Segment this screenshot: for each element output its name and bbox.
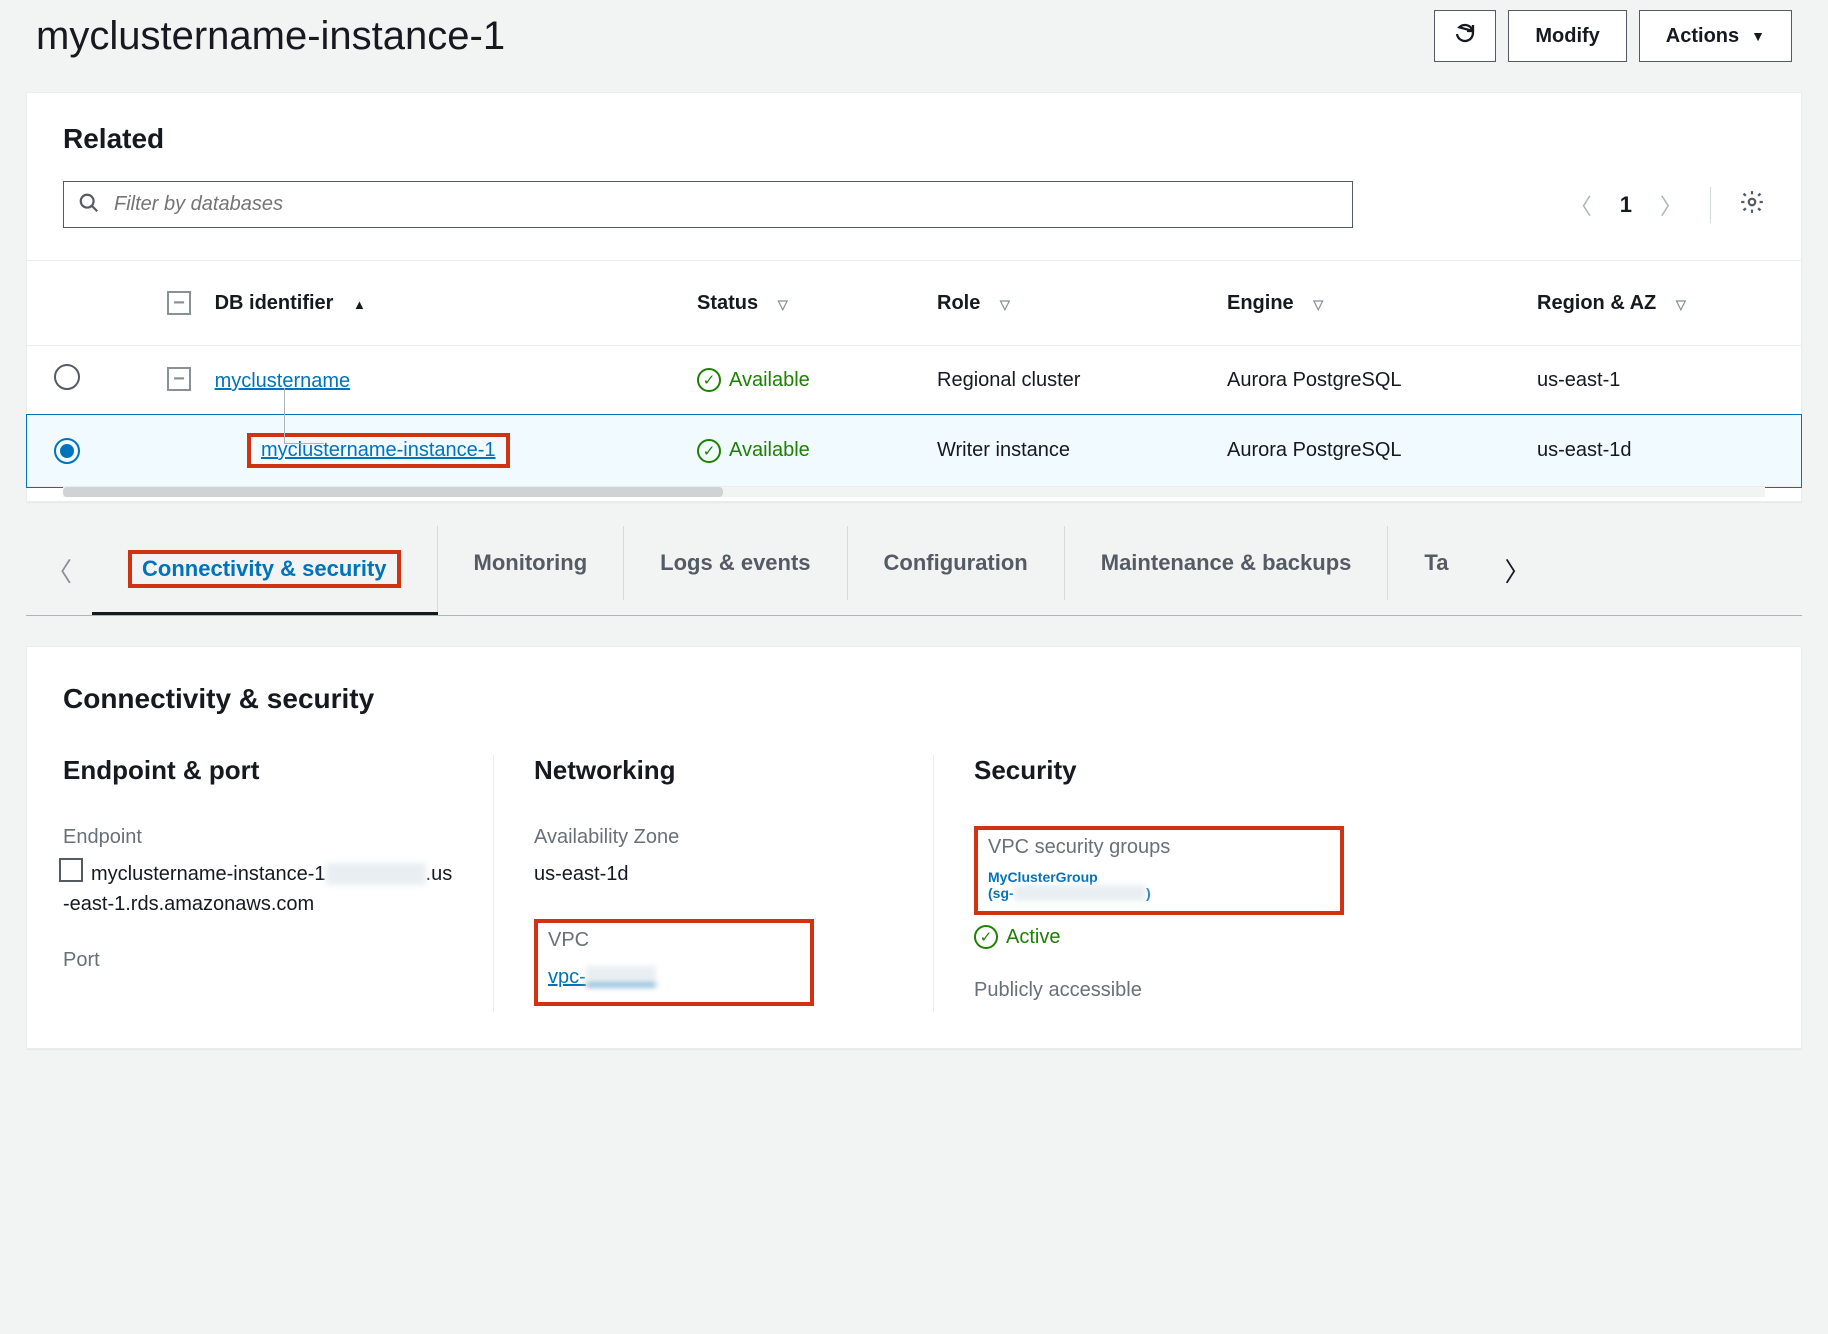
highlighted-tab-box: Connectivity & security bbox=[128, 550, 401, 588]
highlighted-sg-box: VPC security groups MyClusterGroup (sg-x… bbox=[974, 826, 1344, 915]
related-title: Related bbox=[63, 123, 1765, 155]
actions-button-label: Actions bbox=[1666, 25, 1739, 48]
databases-table: − DB identifier ▲ Status ▽ Role ▽ Engine bbox=[27, 260, 1801, 487]
collapse-all-icon[interactable]: − bbox=[167, 291, 191, 315]
modify-button[interactable]: Modify bbox=[1508, 10, 1626, 62]
refresh-button[interactable] bbox=[1434, 10, 1496, 62]
vpc-label: VPC bbox=[548, 929, 800, 952]
detail-title: Connectivity & security bbox=[63, 683, 1765, 715]
tabs: Connectivity & security Monitoring Logs … bbox=[92, 526, 1484, 615]
settings-button[interactable] bbox=[1739, 189, 1765, 221]
filter-row: 〈 1 〉 bbox=[27, 181, 1801, 260]
az-value: us-east-1d bbox=[534, 859, 893, 889]
security-group-id-link[interactable]: (sg-xxxxxxxxxxxxxxxxx) bbox=[988, 885, 1151, 901]
refresh-icon bbox=[1453, 21, 1477, 51]
tree-connector-icon bbox=[284, 388, 324, 444]
prev-page-button[interactable]: 〈 bbox=[1570, 189, 1592, 221]
check-circle-icon: ✓ bbox=[697, 439, 721, 463]
networking-column: Networking Availability Zone us-east-1d … bbox=[493, 755, 933, 1012]
copy-icon[interactable] bbox=[63, 862, 83, 882]
col-status[interactable]: Status ▽ bbox=[687, 261, 927, 346]
status-badge: ✓ Available bbox=[697, 439, 810, 463]
status-badge: ✓ Available bbox=[697, 368, 810, 392]
tab-configuration[interactable]: Configuration bbox=[848, 526, 1065, 615]
col-engine[interactable]: Engine ▽ bbox=[1217, 261, 1527, 346]
col-region-az[interactable]: Region & AZ ▽ bbox=[1527, 261, 1801, 346]
sort-icon: ▽ bbox=[1676, 297, 1686, 312]
tabs-scroll-left-button[interactable]: 〈 bbox=[26, 542, 92, 599]
sort-icon: ▽ bbox=[1313, 297, 1323, 312]
next-page-button[interactable]: 〉 bbox=[1660, 189, 1682, 221]
engine-cell: Aurora PostgreSQL bbox=[1217, 346, 1527, 415]
security-column: Security VPC security groups MyClusterGr… bbox=[933, 755, 1765, 1012]
horizontal-scrollbar[interactable] bbox=[63, 487, 1765, 497]
tabs-bar: 〈 Connectivity & security Monitoring Log… bbox=[0, 522, 1828, 615]
page-number: 1 bbox=[1620, 192, 1632, 218]
endpoint-port-heading: Endpoint & port bbox=[63, 755, 453, 786]
tab-maintenance-backups[interactable]: Maintenance & backups bbox=[1065, 526, 1389, 615]
filter-input[interactable] bbox=[114, 193, 1338, 216]
db-identifier-link[interactable]: myclustername bbox=[215, 370, 351, 392]
col-db-identifier[interactable]: − DB identifier ▲ bbox=[107, 261, 687, 346]
region-cell: us-east-1 bbox=[1527, 346, 1801, 415]
role-cell: Regional cluster bbox=[927, 346, 1217, 415]
collapse-icon[interactable]: − bbox=[167, 367, 191, 391]
region-cell: us-east-1d bbox=[1527, 415, 1801, 487]
detail-columns: Endpoint & port Endpoint myclustername-i… bbox=[63, 755, 1765, 1012]
tab-tags-truncated[interactable]: Ta bbox=[1388, 526, 1484, 615]
caret-down-icon: ▼ bbox=[1751, 28, 1765, 44]
az-label: Availability Zone bbox=[534, 826, 893, 849]
sg-status-badge: ✓ Active bbox=[974, 925, 1060, 949]
connectivity-security-panel: Connectivity & security Endpoint & port … bbox=[26, 646, 1802, 1049]
vpc-link[interactable]: vpc-xxxxxxx bbox=[548, 966, 656, 988]
search-icon bbox=[78, 192, 100, 217]
tab-connectivity-security[interactable]: Connectivity & security bbox=[92, 526, 438, 615]
security-heading: Security bbox=[974, 755, 1725, 786]
row-select-radio[interactable] bbox=[54, 364, 80, 390]
header-actions: Modify Actions ▼ bbox=[1434, 10, 1792, 62]
pager: 〈 1 〉 bbox=[1570, 187, 1765, 223]
table-row[interactable]: − myclustername ✓ Available Regional clu… bbox=[27, 346, 1801, 415]
filter-input-wrap[interactable] bbox=[63, 181, 1353, 228]
tab-logs-events[interactable]: Logs & events bbox=[624, 526, 847, 615]
role-cell: Writer instance bbox=[927, 415, 1217, 487]
check-circle-icon: ✓ bbox=[697, 368, 721, 392]
sg-label: VPC security groups bbox=[988, 836, 1330, 859]
pager-divider bbox=[1710, 187, 1711, 223]
tab-monitoring[interactable]: Monitoring bbox=[438, 526, 625, 615]
col-role[interactable]: Role ▽ bbox=[927, 261, 1217, 346]
endpoint-port-column: Endpoint & port Endpoint myclustername-i… bbox=[63, 755, 493, 1012]
check-circle-icon: ✓ bbox=[974, 925, 998, 949]
endpoint-label: Endpoint bbox=[63, 826, 453, 849]
tabs-scroll-right-button[interactable]: 〉 bbox=[1484, 542, 1550, 599]
highlighted-vpc-box: VPC vpc-xxxxxxx bbox=[534, 919, 814, 1006]
sort-icon: ▽ bbox=[778, 297, 788, 312]
endpoint-value: myclustername-instance-1xxxxxxxxxx.us-ea… bbox=[63, 859, 453, 919]
sort-icon: ▽ bbox=[1000, 297, 1010, 312]
security-group-link[interactable]: MyClusterGroup bbox=[988, 869, 1098, 885]
networking-heading: Networking bbox=[534, 755, 893, 786]
related-panel: Related 〈 1 〉 bbox=[26, 92, 1802, 502]
port-label: Port bbox=[63, 949, 453, 972]
actions-button[interactable]: Actions ▼ bbox=[1639, 10, 1792, 62]
page-header: myclustername-instance-1 Modify Actions … bbox=[0, 0, 1828, 92]
engine-cell: Aurora PostgreSQL bbox=[1217, 415, 1527, 487]
row-select-radio[interactable] bbox=[54, 438, 80, 464]
page-title: myclustername-instance-1 bbox=[36, 14, 505, 59]
publicly-accessible-label: Publicly accessible bbox=[974, 979, 1725, 1002]
table-header-row: − DB identifier ▲ Status ▽ Role ▽ Engine bbox=[27, 261, 1801, 346]
scroll-thumb[interactable] bbox=[63, 487, 723, 497]
modify-button-label: Modify bbox=[1535, 25, 1599, 48]
sort-asc-icon: ▲ bbox=[353, 297, 366, 312]
